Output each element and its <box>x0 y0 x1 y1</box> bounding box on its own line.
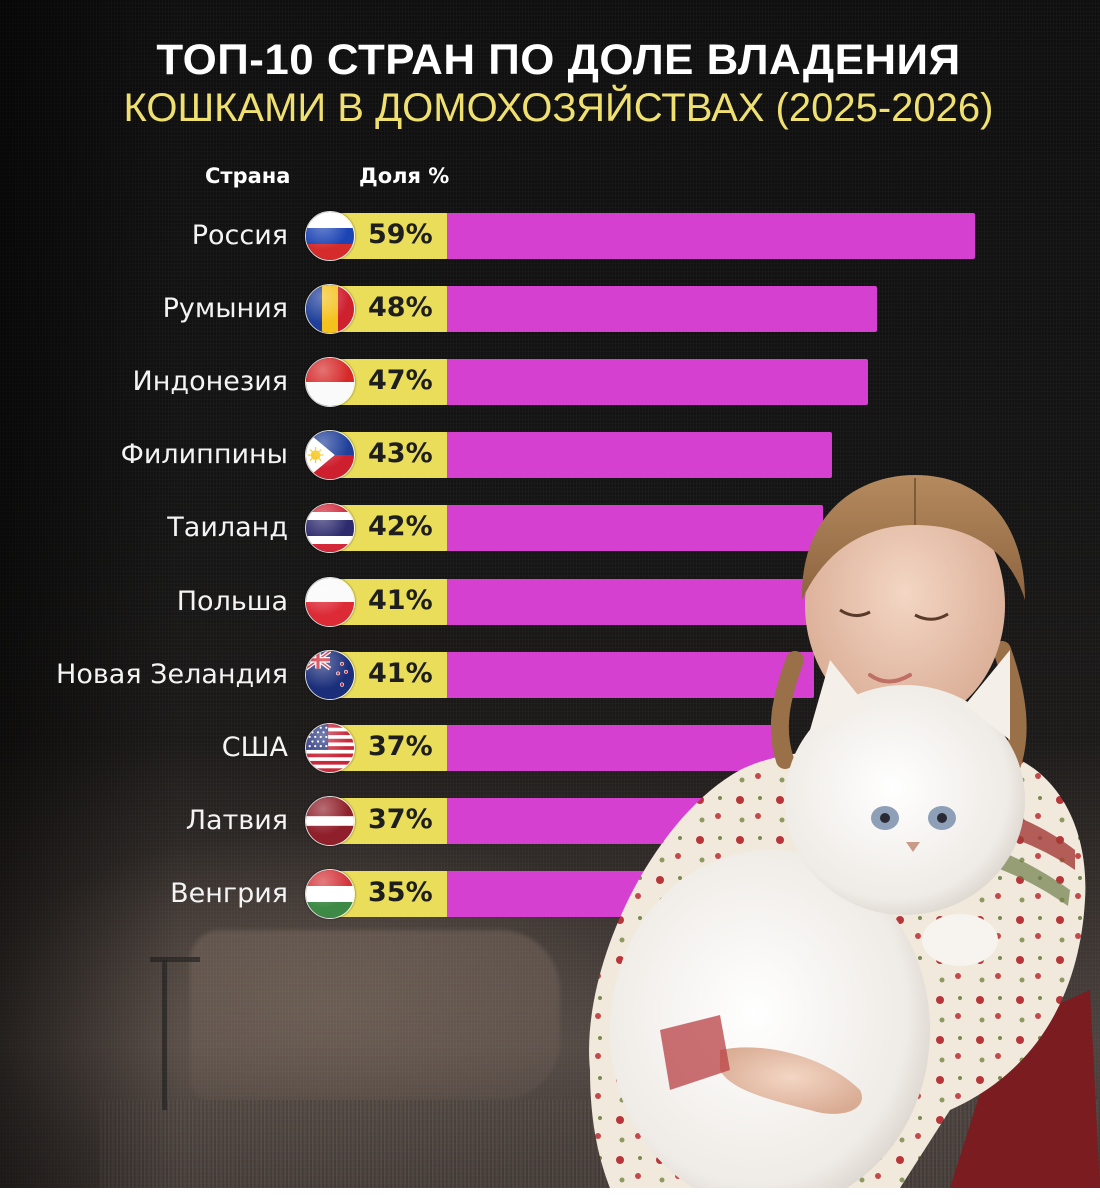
poland-flag-icon <box>305 576 355 627</box>
percent-value: 41% <box>368 657 433 689</box>
bar-row: Таиланд 42% <box>0 503 1100 554</box>
russia-flag-icon <box>305 211 355 261</box>
percent-value: 59% <box>368 219 433 250</box>
share-bar <box>447 359 868 406</box>
background-sofa <box>190 930 560 1100</box>
philippines-flag-icon <box>305 430 355 481</box>
country-label: Индонезия <box>132 366 288 398</box>
bar-row: Новая Зеландия 41% <box>0 649 1100 700</box>
indonesia-flag-icon <box>305 357 355 408</box>
usa-flag-icon <box>305 722 355 773</box>
share-bar <box>447 578 814 625</box>
romania-flag-icon <box>305 284 355 335</box>
country-label: Таиланд <box>167 512 288 544</box>
percent-value: 43% <box>368 438 433 470</box>
percent-value: 42% <box>368 511 433 543</box>
percent-value: 41% <box>368 584 433 616</box>
country-label: Россия <box>191 220 288 251</box>
column-header-country: Страна <box>205 164 291 188</box>
country-label: Румыния <box>162 293 288 325</box>
latvia-flag-icon <box>305 795 355 846</box>
bar-row: США 37% <box>0 722 1100 773</box>
country-label: Польша <box>176 585 288 617</box>
share-bar <box>447 505 823 552</box>
share-bar <box>447 213 976 259</box>
share-bar <box>447 432 832 479</box>
percent-value: 48% <box>368 292 433 324</box>
percent-value: 37% <box>368 803 433 835</box>
bar-row: Румыния 48% <box>0 284 1100 335</box>
chart-subtitle: КОШКАМИ В ДОМОХОЗЯЙСТВАХ (2025-2026) <box>123 86 994 130</box>
bar-row: Польша 41% <box>0 576 1100 627</box>
thailand-flag-icon <box>305 503 355 554</box>
country-label: Новая Зеландия <box>56 658 288 690</box>
share-bar <box>447 724 779 771</box>
bar-row: Филиппины 43% <box>0 430 1100 481</box>
share-bar <box>447 286 877 333</box>
woman-with-cat-photo <box>570 470 1100 1188</box>
hungary-flag-icon <box>305 868 355 919</box>
new-zealand-flag-icon <box>305 649 355 700</box>
bar-row: Россия 59% <box>0 211 1100 261</box>
percent-value: 37% <box>368 730 433 762</box>
share-bar <box>447 651 814 698</box>
bar-row: Индонезия 47% <box>0 357 1100 408</box>
bottom-border <box>0 1188 1100 1200</box>
column-header-share: Доля % <box>359 164 450 188</box>
country-label: США <box>221 731 288 763</box>
background-vignette <box>0 0 180 1188</box>
percent-value: 35% <box>368 876 433 908</box>
country-label: Латвия <box>185 804 288 836</box>
country-label: Филиппины <box>120 439 288 471</box>
chart-title: ТОП-10 СТРАН ПО ДОЛЕ ВЛАДЕНИЯ <box>156 36 961 84</box>
percent-value: 47% <box>368 365 433 397</box>
country-label: Венгрия <box>170 877 288 909</box>
